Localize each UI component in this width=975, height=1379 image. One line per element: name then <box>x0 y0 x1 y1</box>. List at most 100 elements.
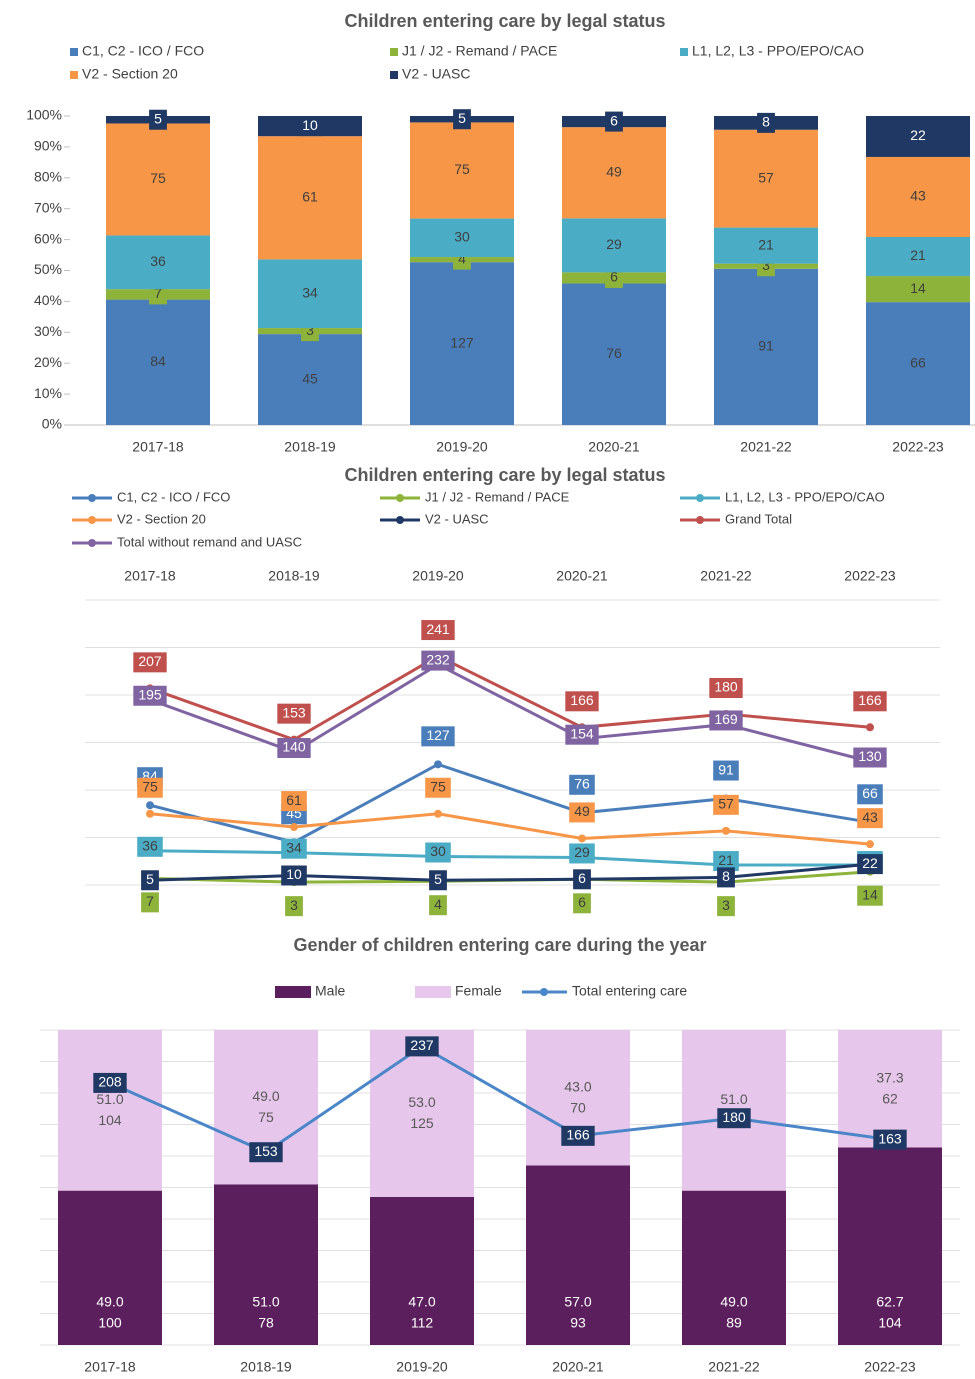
legend-marker <box>696 494 704 502</box>
label-box <box>857 784 883 805</box>
legend-label: Grand Total <box>725 511 792 526</box>
label-box <box>93 1072 127 1093</box>
label-box <box>857 854 883 875</box>
legend-marker <box>88 516 96 524</box>
label-box <box>853 691 887 712</box>
label-box <box>713 760 739 781</box>
label-box <box>133 652 167 673</box>
label-box <box>709 710 743 731</box>
data-label: 207 <box>138 653 162 669</box>
label-box <box>429 870 447 891</box>
bar-segment <box>58 1030 162 1191</box>
data-label: 3 <box>290 897 298 913</box>
bar-segment <box>410 262 514 425</box>
data-label: 22 <box>862 855 878 871</box>
legend-label: V2 - UASC <box>425 511 489 526</box>
label-box <box>605 267 623 288</box>
data-label: 30 <box>430 843 446 859</box>
legend-label: J1 / J2 - Remand / PACE <box>425 489 570 504</box>
line <box>149 862 871 882</box>
x-tick-label: 2019-20 <box>412 568 464 584</box>
data-label: 21 <box>910 247 926 263</box>
data-label: 14 <box>910 280 926 296</box>
data-label: 153 <box>254 1143 278 1159</box>
y-tick-label: 30% <box>34 323 62 339</box>
label-box <box>281 838 307 859</box>
legend-label: C1, C2 - ICO / FCO <box>117 489 230 504</box>
bar-segment <box>838 1030 942 1148</box>
count-label: 62 <box>882 1090 898 1106</box>
data-label: 4 <box>458 250 466 266</box>
data-label: 51.0 <box>720 1091 747 1107</box>
data-label: 49.0 <box>96 1294 123 1310</box>
label-box <box>905 126 931 147</box>
data-label: 21 <box>718 852 734 868</box>
legend-marker <box>396 516 404 524</box>
label-box <box>149 109 167 130</box>
chart-title: Children entering care by legal status <box>344 465 665 485</box>
data-label: 5 <box>146 871 154 887</box>
bar-segment <box>258 259 362 329</box>
data-label: 34 <box>286 839 302 855</box>
label-box <box>421 650 455 671</box>
count-label: 70 <box>570 1099 586 1115</box>
data-label: 75 <box>430 778 446 794</box>
legend-label: Female <box>455 983 502 999</box>
bar-segment <box>106 299 210 425</box>
data-label: 66 <box>910 354 926 370</box>
bar-segment <box>258 334 362 425</box>
data-label: 43.0 <box>564 1078 591 1094</box>
label-box <box>569 802 595 823</box>
data-label: 169 <box>714 711 738 727</box>
bar-segment <box>866 302 970 425</box>
label-box <box>421 726 455 747</box>
count-label: 100 <box>98 1315 122 1331</box>
data-label: 61 <box>286 792 302 808</box>
bar-segment <box>214 1184 318 1345</box>
data-label: 6 <box>610 112 618 128</box>
bar-segment <box>106 123 210 236</box>
y-tick-label: 40% <box>34 292 62 308</box>
data-label: 14 <box>862 886 878 902</box>
data-label: 10 <box>286 866 302 882</box>
x-tick-label: 2020-21 <box>552 1359 604 1375</box>
data-label: 51.0 <box>252 1294 279 1310</box>
label-box <box>905 279 931 300</box>
data-label: 29 <box>606 236 622 252</box>
y-tick-label: 20% <box>34 354 62 370</box>
bar-segment <box>526 1165 630 1345</box>
data-label: 208 <box>98 1074 122 1090</box>
x-tick-label: 2017-18 <box>84 1359 136 1375</box>
x-tick-label: 2020-21 <box>588 439 640 455</box>
legend-marker <box>696 516 704 524</box>
legend-marker <box>88 494 96 502</box>
legend-marker <box>88 539 96 547</box>
point <box>866 840 874 849</box>
data-label: 3 <box>722 897 730 913</box>
data-label: 7 <box>154 285 162 301</box>
x-tick-label: 2018-19 <box>240 1359 292 1375</box>
label-box <box>277 738 311 758</box>
label-box <box>149 284 167 305</box>
data-label: 180 <box>722 1109 746 1125</box>
data-label: 51.0 <box>96 1091 123 1107</box>
label-box <box>285 896 303 917</box>
data-label: 3 <box>762 257 770 273</box>
data-label: 22 <box>910 127 926 143</box>
data-label: 163 <box>878 1130 902 1146</box>
label-box <box>453 109 471 130</box>
x-tick-label: 2022-23 <box>844 568 896 584</box>
label-box <box>717 867 735 888</box>
bar-segment <box>562 283 666 425</box>
data-label: 34 <box>302 284 318 300</box>
y-tick-label: 70% <box>34 199 62 215</box>
x-tick-label: 2018-19 <box>284 439 336 455</box>
label-box <box>405 1036 439 1057</box>
data-label: 36 <box>150 253 166 269</box>
label-box <box>141 892 159 913</box>
data-label: 127 <box>450 334 474 350</box>
bar-segment <box>866 236 970 277</box>
data-label: 166 <box>570 692 594 708</box>
point <box>146 801 154 810</box>
data-label: 57 <box>718 796 734 812</box>
